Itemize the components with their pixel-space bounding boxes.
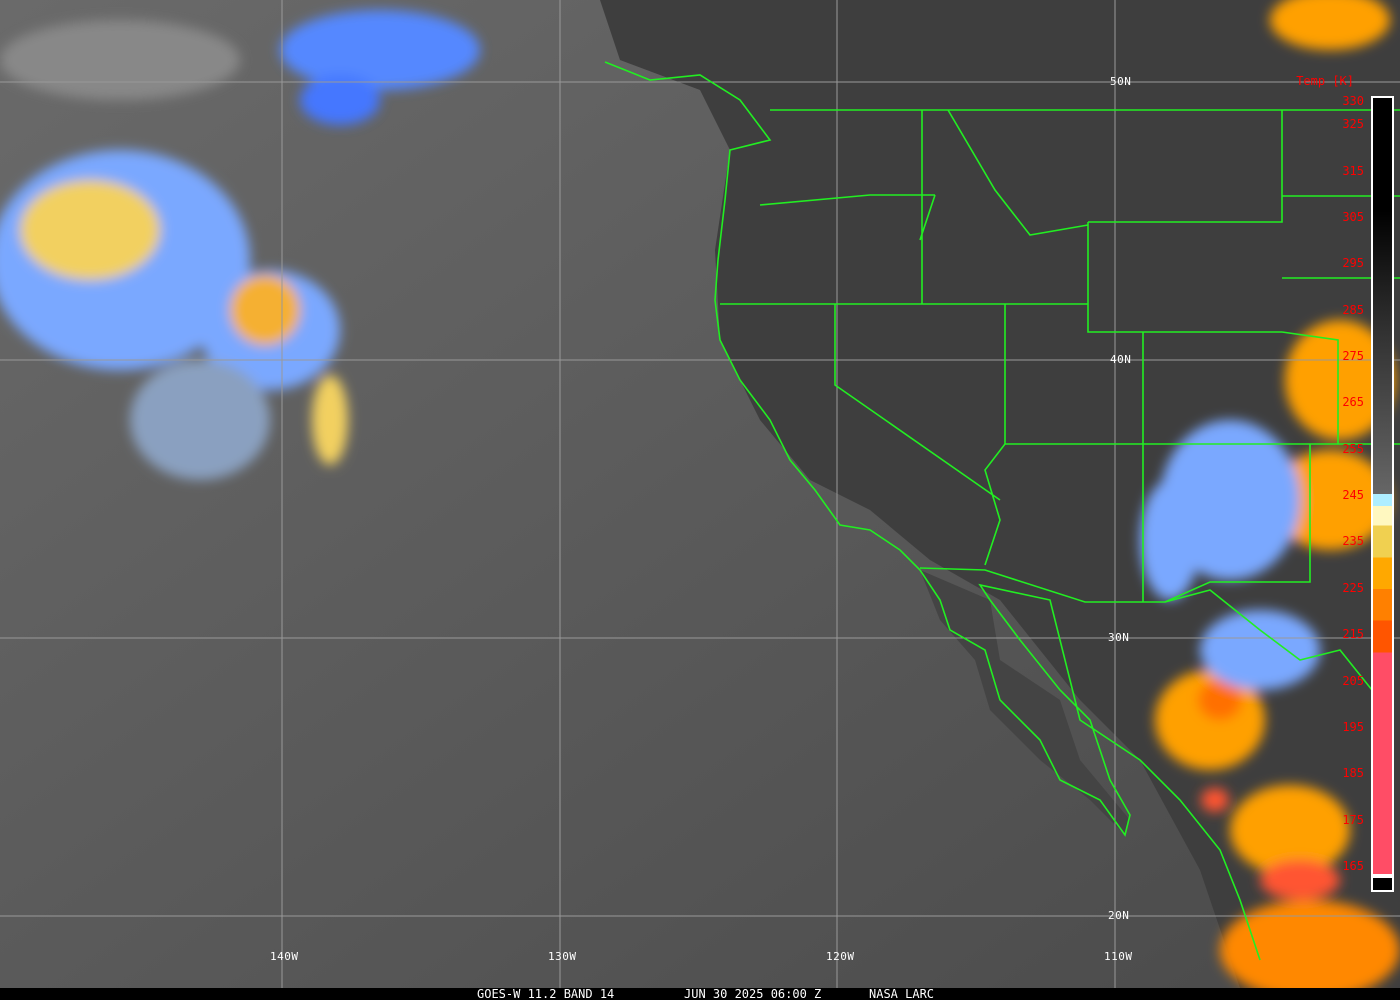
lat-label-40n: 40N xyxy=(1110,353,1132,366)
colorbar-tick-label: 185 xyxy=(1342,766,1364,781)
colorbar-tick-label: 175 xyxy=(1342,812,1364,827)
coastline xyxy=(604,61,1261,961)
mexico-border xyxy=(1164,589,1381,701)
colorbar-tick-label: 235 xyxy=(1342,534,1364,549)
lon-label-110w: 110W xyxy=(1104,950,1133,963)
colorbar-tick-label: 285 xyxy=(1342,302,1364,317)
colorbar-tick-label: 295 xyxy=(1342,256,1364,271)
colorbar-tick-label: 205 xyxy=(1342,673,1364,688)
political-boundaries xyxy=(604,61,1400,961)
colorbar-tick-label: 245 xyxy=(1342,488,1364,503)
colorbar-tick-label: 195 xyxy=(1342,719,1364,734)
caption-source: NASA LARC xyxy=(869,987,935,1000)
lat-label-30n: 30N xyxy=(1108,631,1130,644)
colorbar-tick-label: 225 xyxy=(1342,580,1364,595)
colorbar-title: Temp [K] xyxy=(1296,74,1354,88)
lat-label-50n: 50N xyxy=(1110,75,1132,88)
colorbar-tick-label: 315 xyxy=(1342,163,1364,178)
colorbar-tick-label: 165 xyxy=(1342,859,1364,873)
cloud-cover-southeast xyxy=(1140,0,1400,988)
caption-datetime: JUN 30 2025 06:00 Z xyxy=(684,987,822,1000)
colorbar-tick-label: 215 xyxy=(1342,627,1364,642)
colorbar-tick-label: 330 xyxy=(1342,94,1364,108)
baja-peninsula xyxy=(920,570,1130,835)
image-caption: GOES-W 11.2 BAND 14 JUN 30 2025 06:00 Z … xyxy=(0,988,1400,1000)
colorbar-tick-label: 305 xyxy=(1342,209,1364,224)
caption-satellite: GOES-W 11.2 BAND 14 xyxy=(477,987,615,1000)
colorbar-tick-label: 265 xyxy=(1342,395,1364,410)
colorbar-tick-label: 325 xyxy=(1342,117,1364,132)
lon-label-120w: 120W xyxy=(826,950,855,963)
colorbar-tick-label: 255 xyxy=(1342,441,1364,456)
lon-label-130w: 130W xyxy=(548,950,577,963)
lon-label-140w: 140W xyxy=(270,950,299,963)
temperature-colorbar xyxy=(1371,96,1394,892)
lat-label-20n: 20N xyxy=(1108,909,1130,922)
colorbar-tick-label: 275 xyxy=(1342,349,1364,363)
state-borders xyxy=(720,109,1400,603)
